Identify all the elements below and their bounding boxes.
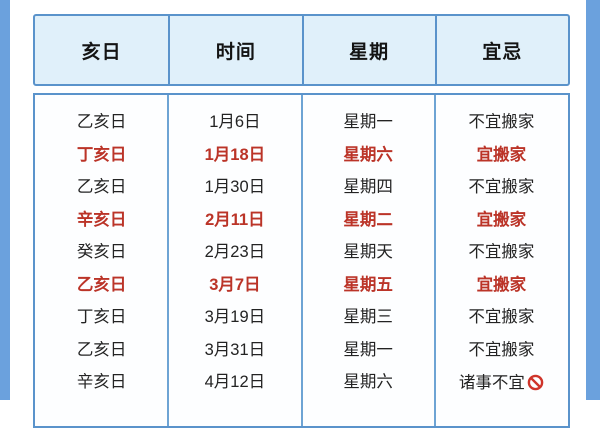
cell-weekday: 星期六 [343,145,393,164]
cell-hai-day: 乙亥日 [76,113,127,131]
suitability-text: 不宜搬家 [468,113,535,131]
suitability-text: 诸事不宜 [458,373,525,392]
cell-hai-day: 乙亥日 [76,275,127,294]
cell-suitability: 宜搬家 [435,210,568,229]
cell-suitability: 不宜搬家 [435,244,568,261]
suitability-text: 不宜搬家 [468,308,535,326]
cell-hai-day: 癸亥日 [76,243,127,261]
cell-date: 2月11日 [205,210,265,229]
column-header-suitability: 宜忌 [434,16,568,84]
suitability-text: 宜搬家 [476,145,527,164]
table-row: 丁亥日 3月19日 星期三 不宜搬家 [35,301,568,334]
cell-hai-day: 丁亥日 [76,308,127,326]
column-header-date: 时间 [168,16,301,84]
suitability-text: 宜搬家 [476,275,527,294]
cell-date: 2月23日 [204,243,266,261]
table-row: 乙亥日 1月30日 星期四 不宜搬家 [35,171,568,204]
table-header: 亥日 时间 星期 宜忌 [33,14,570,86]
cell-hai-day: 乙亥日 [76,340,127,359]
cell-hai-day: 辛亥日 [76,210,127,229]
cell-hai-day: 丁亥日 [76,145,127,164]
cell-weekday: 星期天 [343,243,393,261]
moving-day-table: 亥日 时间 星期 宜忌 乙亥日 1月6日 星期一 不宜搬家 丁亥日 1月18日 … [33,14,570,428]
column-divider [300,95,303,426]
table-row: 乙亥日 1月6日 星期一 不宜搬家 [35,106,568,139]
table-row: 辛亥日 4月12日 星期六 诸事不宜 [35,366,568,399]
no-entry-icon [527,374,544,390]
column-divider [433,95,436,426]
table-row: 丁亥日 1月18日 星期六 宜搬家 [35,139,568,172]
right-border-strip [586,0,600,400]
table-row: 辛亥日 2月11日 星期二 宜搬家 [35,204,568,237]
cell-date: 4月12日 [204,373,266,391]
cell-suitability: 宜搬家 [435,145,568,164]
cell-weekday: 星期二 [343,210,393,229]
table-row: 乙亥日 3月7日 星期五 宜搬家 [35,269,568,302]
suitability-text: 不宜搬家 [468,340,535,359]
column-header-hai-day: 亥日 [81,41,122,63]
cell-date: 3月31日 [204,340,266,359]
cell-suitability: 不宜搬家 [435,179,568,196]
column-divider [167,95,170,426]
cell-hai-day: 辛亥日 [76,373,127,391]
table-row: 乙亥日 3月31日 星期一 不宜搬家 [35,334,568,367]
cell-weekday: 星期一 [343,113,393,131]
cell-weekday: 星期三 [343,308,393,326]
cell-weekday: 星期六 [343,373,393,391]
table-body: 乙亥日 1月6日 星期一 不宜搬家 丁亥日 1月18日 星期六 宜搬家 乙亥日 … [33,93,570,428]
cell-hai-day: 乙亥日 [76,178,127,196]
cell-suitability: 不宜搬家 [435,309,568,326]
cell-date: 1月18日 [204,145,266,164]
cell-date: 3月19日 [204,308,266,326]
cell-suitability: 不宜搬家 [435,340,568,359]
suitability-text: 不宜搬家 [468,178,535,196]
table-row: 癸亥日 2月23日 星期天 不宜搬家 [35,236,568,269]
left-border-strip [0,0,10,400]
cell-date: 3月7日 [209,275,261,294]
cell-weekday: 星期四 [343,178,393,196]
cell-weekday: 星期一 [343,340,393,359]
suitability-text: 宜搬家 [476,210,527,229]
cell-weekday: 星期五 [343,275,393,294]
column-header-weekday: 星期 [301,16,435,84]
cell-suitability: 宜搬家 [435,275,568,294]
cell-date: 1月6日 [209,113,261,131]
cell-date: 1月30日 [204,178,266,196]
cell-suitability: 不宜搬家 [435,114,568,131]
cell-suitability: 诸事不宜 [435,374,568,392]
suitability-text: 不宜搬家 [468,243,535,261]
